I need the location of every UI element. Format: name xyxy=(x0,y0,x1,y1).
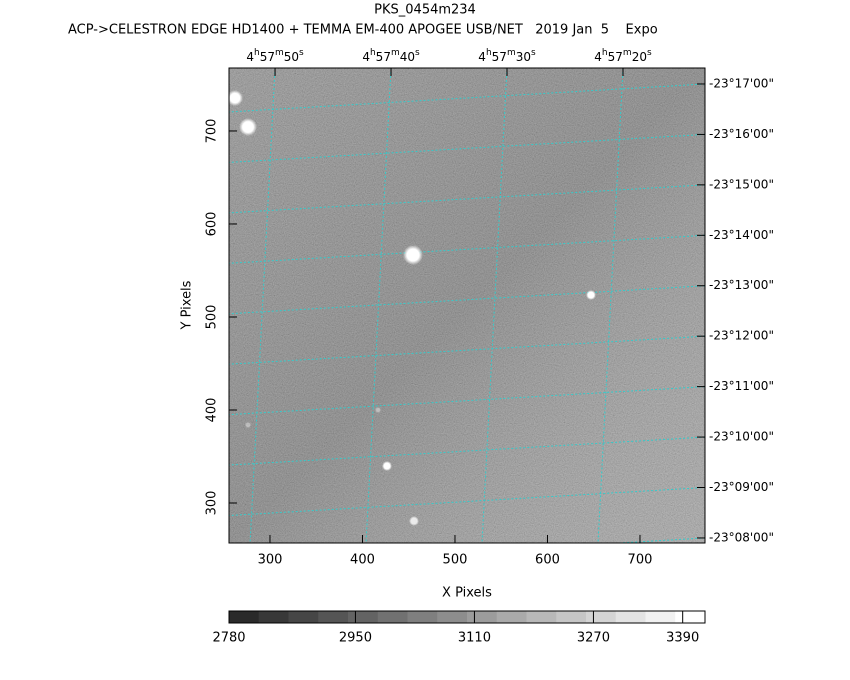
grid-line xyxy=(249,68,276,543)
colorbar-segment xyxy=(437,611,468,623)
y-tick-label: 600 xyxy=(205,212,220,237)
star xyxy=(586,290,596,300)
star xyxy=(239,118,257,136)
grid-line xyxy=(229,335,705,365)
frame xyxy=(228,67,706,544)
colorbar-tick-label: 3270 xyxy=(577,631,610,646)
grid-line xyxy=(481,68,508,543)
colorbar-segment xyxy=(348,611,379,623)
y2-tick-label: -23°12'00" xyxy=(709,329,774,343)
colorbar-segment xyxy=(288,611,319,623)
star xyxy=(245,422,251,428)
y2-tick-label: -23°17'00" xyxy=(709,76,774,90)
image xyxy=(229,68,705,543)
x-tick-label: 300 xyxy=(258,553,283,568)
x-tick-label: 700 xyxy=(628,553,653,568)
y-tick-label: 400 xyxy=(205,398,220,423)
colorbar-segment xyxy=(496,611,527,623)
grid-line xyxy=(229,436,705,466)
grid-line xyxy=(229,184,705,214)
colorbar-tick-label: 2950 xyxy=(339,631,372,646)
x2-tick-label: 4h57m30s xyxy=(478,48,536,64)
y2-tick-label: -23°15'00" xyxy=(709,177,774,191)
chart-subtitle: ACP->CELESTRON EDGE HD1400 + TEMMA EM-40… xyxy=(68,23,658,38)
y-tick-label: 300 xyxy=(205,491,220,516)
grid-line xyxy=(229,234,705,264)
star xyxy=(229,90,243,106)
colorbar-tick-label: 3110 xyxy=(458,631,491,646)
grid-line xyxy=(365,68,392,543)
grid-line xyxy=(597,68,624,543)
y2-tick-label: -23°10'00" xyxy=(709,430,774,444)
y2-tick-label: -23°14'00" xyxy=(709,228,774,242)
grid xyxy=(229,68,705,543)
colorbar-segment xyxy=(318,611,349,623)
colorbar-segment xyxy=(586,611,617,623)
colorbar-segment xyxy=(407,611,438,623)
colorbar-segment xyxy=(615,611,646,623)
colorbar-tick-label: 3390 xyxy=(666,631,699,646)
y2-tick-label: -23°09'00" xyxy=(709,480,774,494)
x-axis-label: X Pixels xyxy=(442,586,492,601)
y2-tick-label: -23°08'00" xyxy=(709,530,774,544)
y2-tick-label: -23°13'00" xyxy=(709,278,774,292)
x2-tick-label: 4h57m50s xyxy=(246,48,304,64)
grid-line xyxy=(229,285,705,315)
colorbar-tick-label: 2780 xyxy=(212,631,245,646)
chart-title: PKS_0454m234 xyxy=(374,3,476,18)
y-tick-label: 500 xyxy=(205,305,220,330)
colorbar-segment xyxy=(526,611,557,623)
star xyxy=(409,516,419,526)
star xyxy=(375,407,381,413)
y-axis-label: Y Pixels xyxy=(180,280,195,330)
x2-tick-label: 4h57m40s xyxy=(362,48,420,64)
colorbar-segment xyxy=(229,611,260,623)
x-tick-label: 400 xyxy=(350,553,375,568)
grid-line xyxy=(229,487,705,517)
grid-line xyxy=(229,83,705,113)
colorbar-segment xyxy=(645,611,676,623)
colorbar-segment xyxy=(258,611,289,623)
x-tick-label: 600 xyxy=(535,553,560,568)
image-shade xyxy=(229,68,705,543)
x-tick-label: 500 xyxy=(443,553,468,568)
colorbar-segment xyxy=(467,611,498,623)
grid-line xyxy=(229,133,705,163)
x2-tick-label: 4h57m20s xyxy=(594,48,652,64)
y2-tick-label: -23°16'00" xyxy=(709,127,774,141)
colorbar-segment xyxy=(377,611,408,623)
colorbar-segment xyxy=(675,611,706,623)
y-tick-label: 700 xyxy=(205,119,220,144)
y2-tick-label: -23°11'00" xyxy=(709,379,774,393)
star xyxy=(382,461,392,471)
grid-line xyxy=(229,386,705,416)
colorbar-segment xyxy=(556,611,587,623)
star xyxy=(403,245,423,265)
